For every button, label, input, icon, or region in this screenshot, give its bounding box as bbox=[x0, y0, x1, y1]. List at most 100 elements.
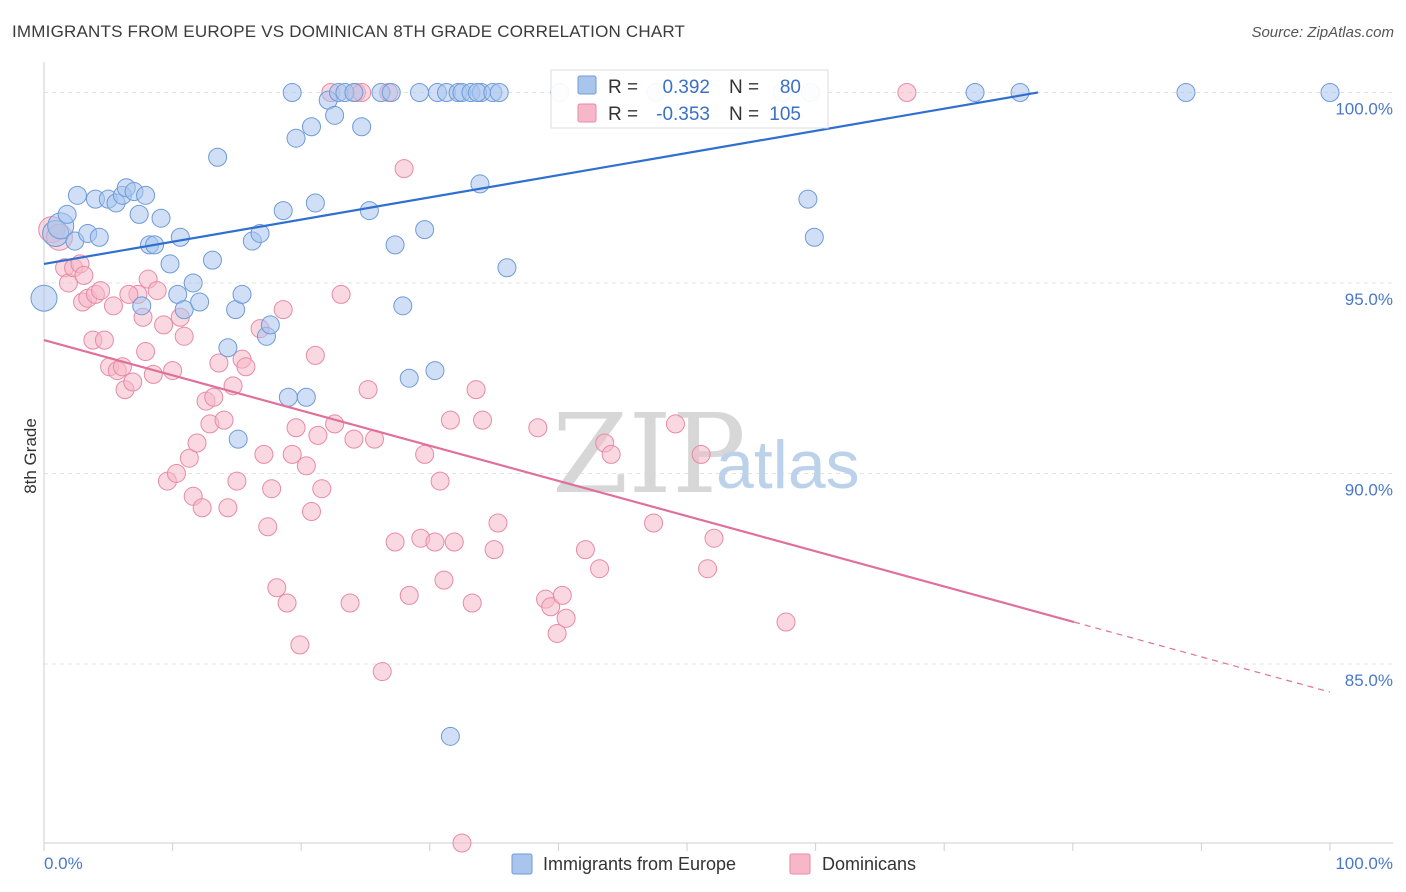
legend-r-value-dominicans: -0.353 bbox=[656, 104, 710, 125]
watermark-atlas: atlas bbox=[716, 427, 860, 503]
y-tick-label-3: 85.0% bbox=[1345, 671, 1393, 690]
dominicans-point-77 bbox=[434, 570, 454, 590]
dominicans-point-70 bbox=[385, 532, 405, 552]
dominicans-point-80 bbox=[452, 833, 472, 853]
dominicans-point-41 bbox=[227, 471, 247, 491]
dominicans-point-33 bbox=[192, 498, 212, 518]
x-tick-label-max: 100.0% bbox=[1335, 854, 1393, 873]
dominicans-point-93 bbox=[590, 559, 610, 579]
dominicans-point-53 bbox=[290, 635, 310, 655]
europe-point-26 bbox=[202, 250, 222, 270]
dominicans-point-37 bbox=[209, 353, 229, 373]
legend-swatch-dominicans bbox=[577, 103, 597, 123]
dominicans-point-83 bbox=[473, 410, 493, 430]
y-tick-label-0: 100.0% bbox=[1335, 99, 1393, 118]
europe-point-39 bbox=[286, 128, 306, 148]
europe-point-38 bbox=[282, 82, 302, 102]
europe-point-41 bbox=[301, 117, 321, 137]
dominicans-point-17 bbox=[123, 372, 143, 392]
dominicans-point-89 bbox=[547, 623, 567, 643]
axes bbox=[43, 62, 1393, 851]
europe-point-53 bbox=[393, 296, 413, 316]
dominicans-point-48 bbox=[267, 578, 287, 598]
legend-box: R = 0.392 N = 80 R = -0.353 N = 105 bbox=[550, 69, 829, 129]
dominicans-point-13 bbox=[103, 296, 123, 316]
europe-point-23 bbox=[174, 300, 194, 320]
dominicans-point-36 bbox=[204, 387, 224, 407]
legend-n-label-europe: N = bbox=[729, 77, 759, 98]
europe-point-3 bbox=[57, 204, 77, 224]
europe-point-0 bbox=[30, 284, 58, 312]
dominicans-point-32 bbox=[187, 433, 207, 453]
europe-point-27 bbox=[208, 147, 228, 167]
europe-point-22 bbox=[170, 227, 190, 247]
dominicans-point-66 bbox=[358, 380, 378, 400]
legend-r-value-europe: 0.392 bbox=[662, 77, 710, 98]
europe-point-25 bbox=[190, 292, 210, 312]
europe-point-75 bbox=[804, 227, 824, 247]
dominicans-point-101 bbox=[776, 612, 796, 632]
bottom-legend-label-dominicans: Dominicans bbox=[822, 854, 916, 874]
dominicans-point-79 bbox=[444, 532, 464, 552]
dominicans-point-88 bbox=[541, 597, 561, 617]
dominicans-point-86 bbox=[528, 418, 548, 438]
dominicans-point-102 bbox=[897, 82, 917, 102]
europe-point-74 bbox=[798, 189, 818, 209]
europe-point-16 bbox=[136, 185, 156, 205]
dominicans-point-20 bbox=[136, 342, 156, 362]
dominicans-point-39 bbox=[218, 498, 238, 518]
watermark-zip: ZIP bbox=[552, 390, 746, 518]
europe-point-51 bbox=[381, 82, 401, 102]
europe-point-56 bbox=[415, 220, 435, 240]
dominicans-point-100 bbox=[704, 528, 724, 548]
dominicans-point-76 bbox=[430, 471, 450, 491]
source-label: Source: ZipAtlas.com bbox=[1251, 24, 1394, 41]
dominicans-point-61 bbox=[331, 284, 351, 304]
europe-point-52 bbox=[385, 235, 405, 255]
europe-point-37 bbox=[278, 387, 298, 407]
dominicans-point-38 bbox=[214, 410, 234, 430]
europe-point-15 bbox=[132, 296, 152, 316]
legend-background bbox=[550, 69, 829, 129]
europe-point-14 bbox=[129, 204, 149, 224]
europe-point-76 bbox=[965, 82, 985, 102]
dominicans-trendline bbox=[43, 339, 1075, 624]
dominicans-point-24 bbox=[154, 315, 174, 335]
europe-point-24 bbox=[183, 273, 203, 293]
europe-point-77 bbox=[1010, 82, 1030, 102]
dominicans-point-99 bbox=[698, 559, 718, 579]
europe-point-31 bbox=[232, 284, 252, 304]
dominicans-point-84 bbox=[484, 540, 504, 560]
gridlines bbox=[44, 91, 1393, 665]
dominicans-point-78 bbox=[440, 410, 460, 430]
y-tick-label-1: 95.0% bbox=[1345, 290, 1393, 309]
dominicans-point-51 bbox=[282, 444, 302, 464]
chart-title: IMMIGRANTS FROM EUROPE VS DOMINICAN 8TH … bbox=[12, 22, 686, 41]
dominicans-point-45 bbox=[254, 444, 274, 464]
europe-point-33 bbox=[250, 223, 270, 243]
dominicans-point-55 bbox=[301, 502, 321, 522]
europe-point-48 bbox=[352, 117, 372, 137]
bottom-legend-swatch-europe bbox=[511, 853, 533, 875]
dominicans-point-95 bbox=[601, 444, 621, 464]
dominicans-point-27 bbox=[166, 463, 186, 483]
dominicans-point-43 bbox=[236, 357, 256, 377]
dominicans-point-30 bbox=[179, 448, 199, 468]
dominicans-point-104 bbox=[74, 265, 94, 285]
y-tick-labels: 100.0% 95.0% 90.0% 85.0% bbox=[1335, 99, 1393, 689]
europe-point-69 bbox=[497, 258, 517, 278]
europe-point-28 bbox=[218, 338, 238, 358]
dominicans-point-98 bbox=[691, 444, 711, 464]
legend-n-label-dominicans: N = bbox=[729, 104, 759, 125]
europe-point-68 bbox=[489, 82, 509, 102]
europe-point-40 bbox=[296, 387, 316, 407]
dominicans-point-54 bbox=[296, 456, 316, 476]
europe-point-36 bbox=[273, 201, 293, 221]
europe-point-79 bbox=[1320, 82, 1340, 102]
europe-point-49 bbox=[359, 201, 379, 221]
dominicans-point-49 bbox=[273, 300, 293, 320]
dominicans-point-23 bbox=[147, 281, 167, 301]
europe-point-5 bbox=[67, 185, 87, 205]
dominicans-trendline-extension bbox=[1073, 621, 1331, 693]
